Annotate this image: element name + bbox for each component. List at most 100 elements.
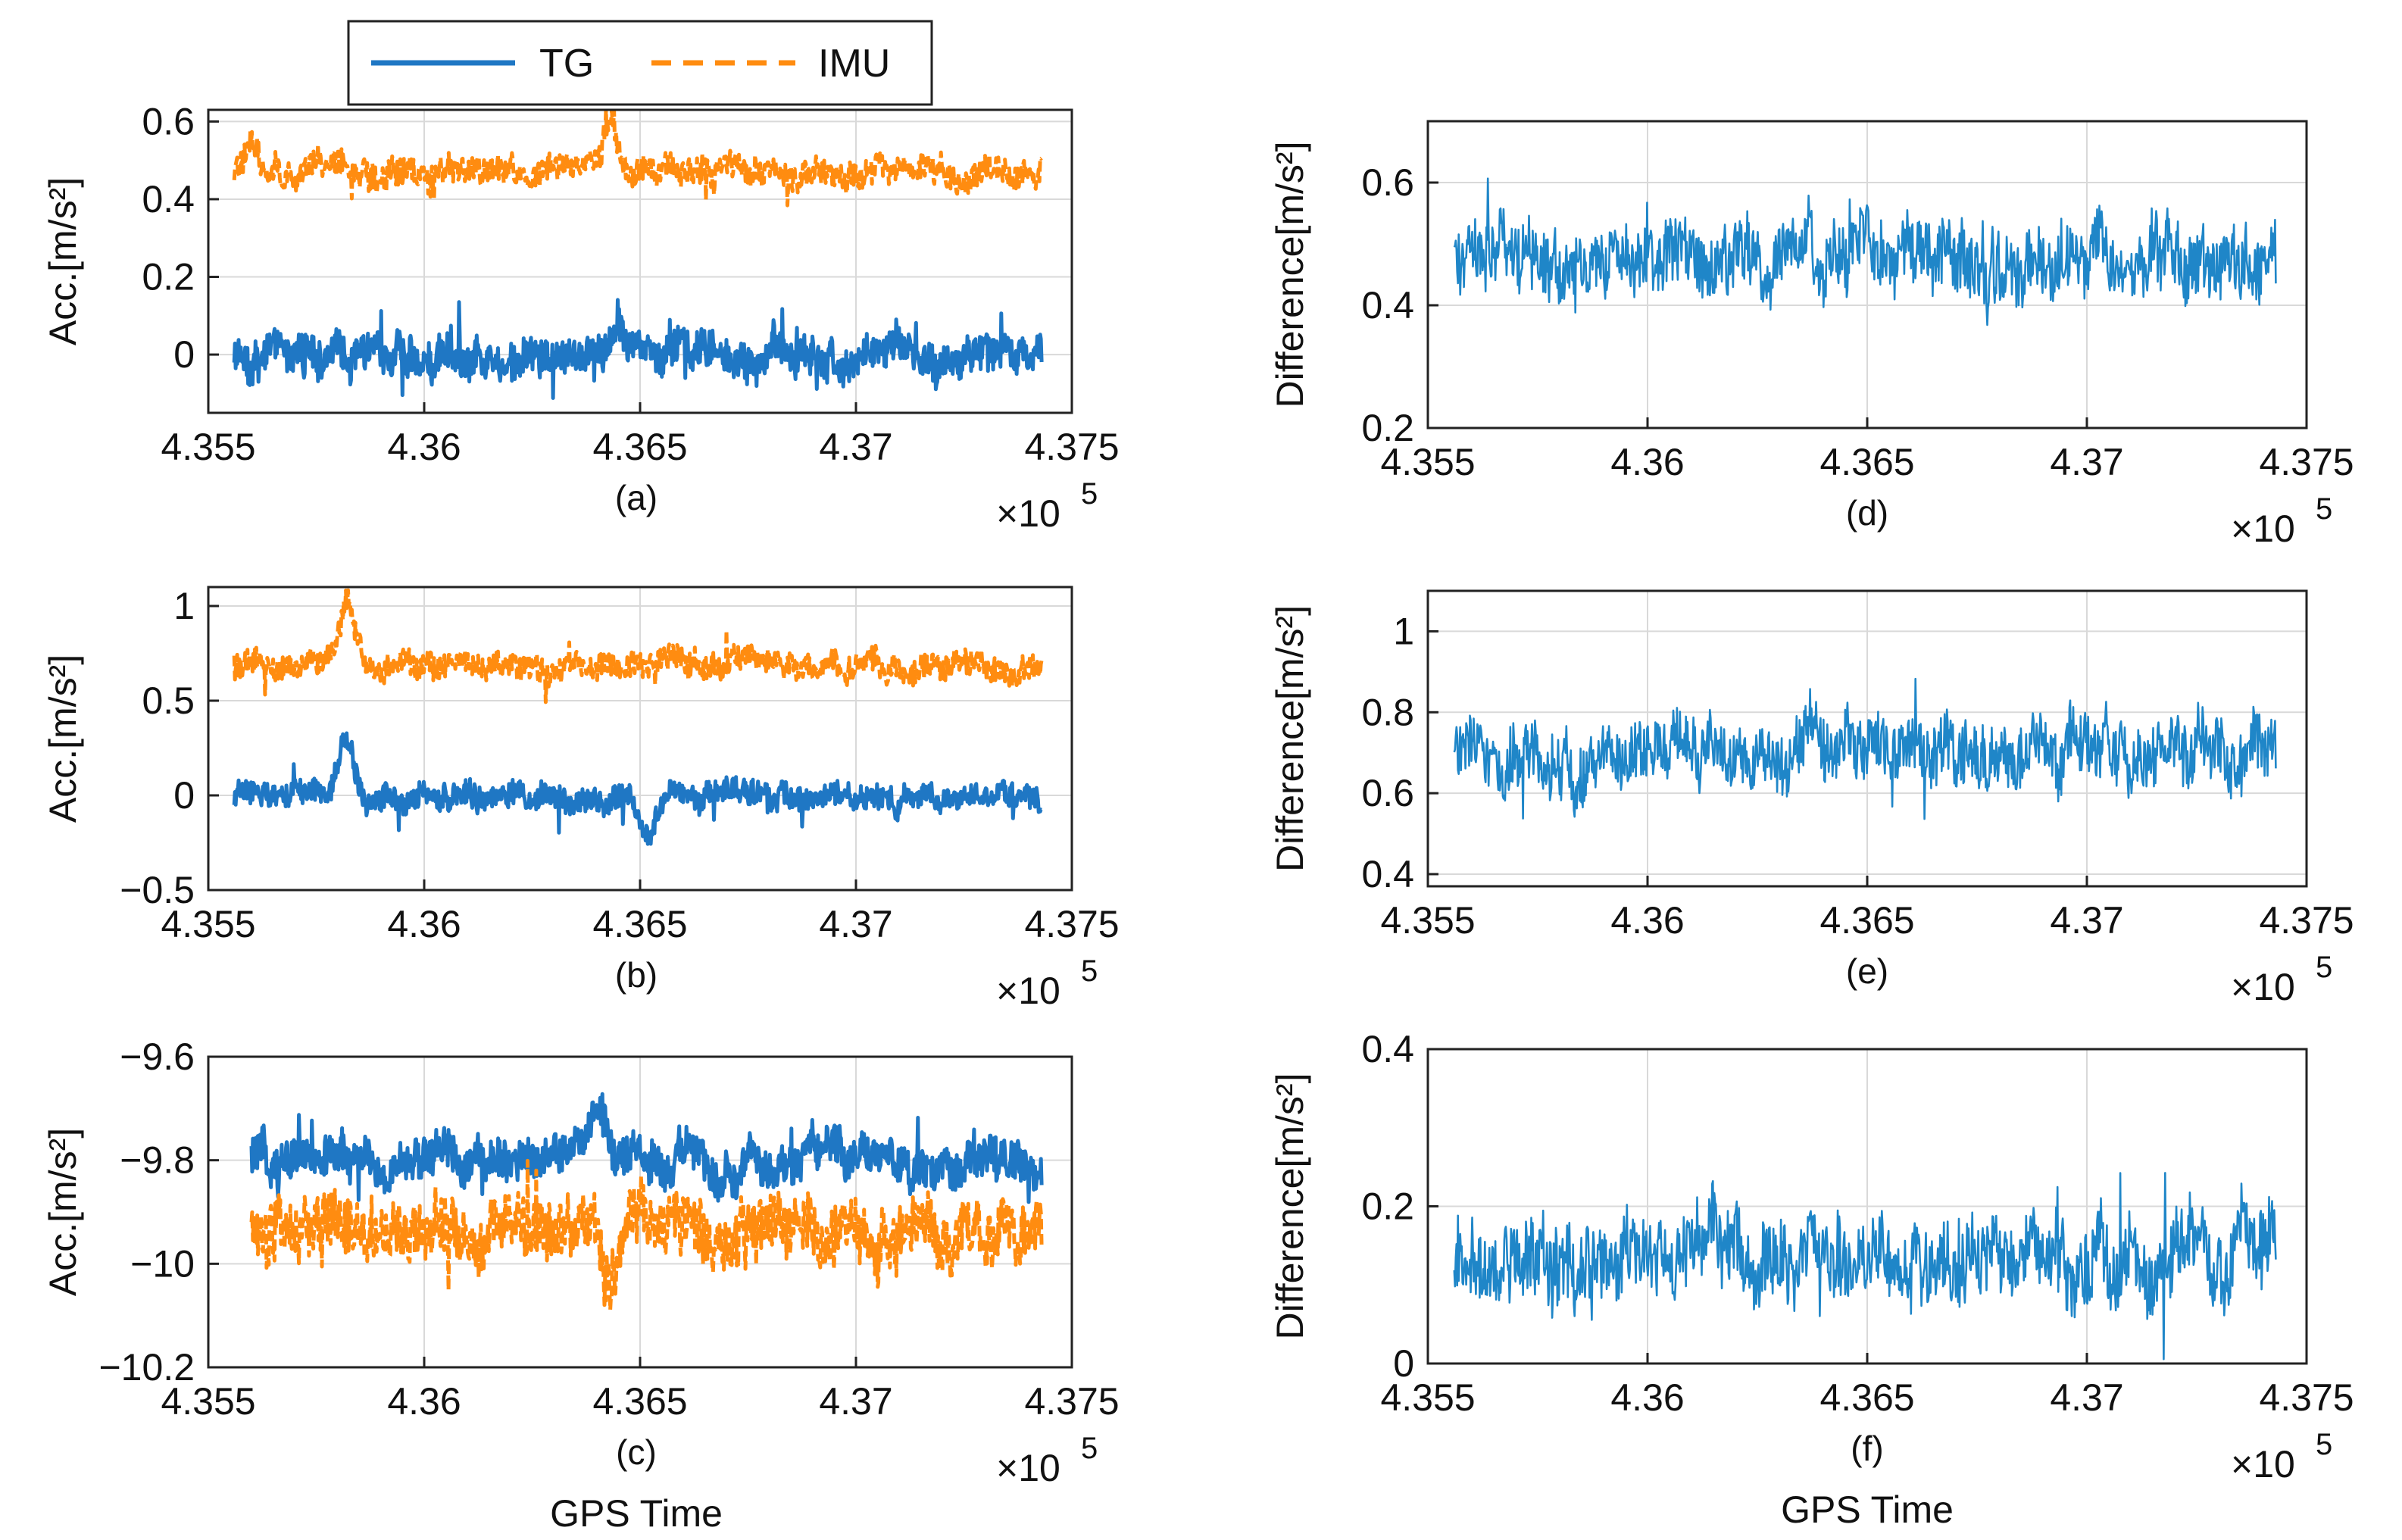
xtick-label-a-2: 4.365 <box>592 426 687 468</box>
legend: TG IMU <box>347 20 933 106</box>
ytick-label-c-2: −9.8 <box>120 1139 195 1182</box>
series-group-b <box>232 588 1044 846</box>
xtick-label-e-2: 4.365 <box>1819 899 1914 942</box>
xlabel-c: GPS Time <box>550 1492 723 1535</box>
xtick-label-b-3: 4.37 <box>819 903 892 945</box>
xtick-label-f-2: 4.365 <box>1819 1376 1914 1419</box>
xtick-label-a-1: 4.36 <box>387 426 461 468</box>
x-multiplier-d: ×10 <box>2231 508 2295 550</box>
x-exponent-d: 5 <box>2316 492 2332 526</box>
xtick-label-d-0: 4.355 <box>1380 441 1475 483</box>
x-multiplier-b: ×10 <box>996 970 1060 1012</box>
xtick-label-d-4: 4.375 <box>2259 441 2354 483</box>
panel-f: 4.355 4.36 4.365 4.37 4.375 0 0.2 0.4 Difference… <box>1269 1028 2354 1531</box>
xtick-label-c-3: 4.37 <box>819 1380 892 1423</box>
ytick-label-f-2: 0.4 <box>1361 1028 1414 1070</box>
series-c-tg <box>249 1092 1044 1204</box>
panel-d: 4.355 4.36 4.365 4.37 4.375 0.2 0.4 0.6 Differen… <box>1269 120 2354 550</box>
caption-b: (b) <box>615 955 658 995</box>
xtick-label-f-0: 4.355 <box>1380 1376 1475 1419</box>
ylabel-d: Difference[m/s²] <box>1269 142 1311 408</box>
xlabel-f: GPS Time <box>1781 1488 1954 1531</box>
ytick-label-e-1: 0.6 <box>1361 772 1414 814</box>
ytick-label-b-2: 0.5 <box>142 679 195 722</box>
x-exponent-b: 5 <box>1081 954 1098 988</box>
xtick-label-b-0: 4.355 <box>161 903 255 945</box>
xtick-label-b-2: 4.365 <box>592 903 687 945</box>
xtick-label-b-4: 4.375 <box>1024 903 1119 945</box>
ytick-label-a-1: 0.2 <box>142 256 195 298</box>
ytick-label-e-0: 0.4 <box>1361 853 1414 895</box>
xtick-label-c-4: 4.375 <box>1024 1380 1119 1423</box>
xtick-label-d-2: 4.365 <box>1819 441 1914 483</box>
series-group-a <box>232 110 1044 400</box>
ytick-label-a-2: 0.4 <box>142 178 195 220</box>
ytick-label-e-2: 0.8 <box>1361 691 1414 733</box>
series-d-difference <box>1453 177 2277 326</box>
ylabel-b: Acc.[m/s²] <box>42 654 84 823</box>
ytick-label-b-3: 1 <box>173 585 195 627</box>
xtick-label-d-1: 4.36 <box>1610 441 1684 483</box>
series-e-difference <box>1453 677 2277 820</box>
series-group-c <box>249 1092 1044 1312</box>
xtick-label-f-4: 4.375 <box>2259 1376 2354 1419</box>
caption-d: (d) <box>1846 493 1888 533</box>
ytick-label-f-0: 0 <box>1393 1342 1414 1385</box>
x-exponent-c: 5 <box>1081 1432 1098 1465</box>
ytick-label-a-3: 0.6 <box>142 100 195 142</box>
x-multiplier-f: ×10 <box>2231 1443 2295 1485</box>
series-group-e <box>1453 677 2277 820</box>
x-multiplier-a: ×10 <box>996 492 1060 535</box>
xtick-label-e-3: 4.37 <box>2050 899 2123 942</box>
ytick-label-b-1: 0 <box>173 774 195 817</box>
ylabel-f: Difference[m/s²] <box>1269 1073 1311 1340</box>
xtick-label-e-4: 4.375 <box>2259 899 2354 942</box>
x-exponent-a: 5 <box>1081 477 1098 511</box>
series-a-imu <box>232 110 1043 208</box>
xtick-label-c-2: 4.365 <box>592 1380 687 1423</box>
x-exponent-f: 5 <box>2316 1428 2332 1461</box>
ytick-label-e-3: 1 <box>1393 610 1414 652</box>
series-b-tg <box>232 731 1043 846</box>
ytick-label-d-1: 0.4 <box>1361 284 1414 326</box>
xtick-label-d-3: 4.37 <box>2050 441 2123 483</box>
ytick-label-c-0: −10.2 <box>98 1346 195 1388</box>
ylabel-e: Difference[m/s²] <box>1269 605 1311 872</box>
ytick-label-f-1: 0.2 <box>1361 1185 1414 1228</box>
panel-a: 4.355 4.36 4.365 4.37 4.375 0 0.2 0.4 0.6 Acc.[m/… <box>42 100 1120 535</box>
ytick-label-d-0: 0.2 <box>1361 407 1414 449</box>
xtick-label-e-1: 4.36 <box>1610 899 1684 942</box>
x-multiplier-e: ×10 <box>2231 966 2295 1008</box>
ytick-label-a-0: 0 <box>173 333 195 376</box>
xtick-label-e-0: 4.355 <box>1380 899 1475 942</box>
xtick-label-b-1: 4.36 <box>387 903 461 945</box>
xtick-label-f-3: 4.37 <box>2050 1376 2123 1419</box>
ytick-label-c-3: −9.6 <box>120 1036 195 1078</box>
xtick-label-a-4: 4.375 <box>1024 426 1119 468</box>
panels: 4.355 4.36 4.365 4.37 4.37500.20.40.6Acc.[m/… <box>42 100 2354 1535</box>
xtick-label-a-0: 4.355 <box>161 426 255 468</box>
xtick-label-c-0: 4.355 <box>161 1380 255 1423</box>
ylabel-c: Acc.[m/s²] <box>42 1128 84 1296</box>
xtick-label-c-1: 4.36 <box>387 1380 461 1423</box>
series-c-imu <box>249 1158 1044 1312</box>
series-b-imu <box>232 588 1044 704</box>
panel-b: 4.355 4.36 4.365 4.37 4.375 −0.5 0 0.5 1 Acc.[m/s… <box>42 585 1120 1012</box>
series-f-difference <box>1453 1172 2277 1360</box>
series-group-d <box>1453 177 2277 326</box>
caption-a: (a) <box>615 478 658 517</box>
ytick-label-b-0: −0.5 <box>120 869 195 911</box>
panel-c: 4.355 4.36 4.365 4.37 4.375 −10.2 −10 −9.8 −9.6 A… <box>42 1036 1120 1535</box>
xtick-label-f-1: 4.36 <box>1610 1376 1684 1419</box>
series-a-tg <box>232 298 1044 400</box>
xtick-label-a-3: 4.37 <box>819 426 892 468</box>
legend-imu-label: IMU <box>818 42 890 86</box>
caption-e: (e) <box>1846 951 1888 991</box>
x-multiplier-c: ×10 <box>996 1447 1060 1489</box>
ytick-label-d-2: 0.6 <box>1361 161 1414 204</box>
x-exponent-e: 5 <box>2316 951 2332 984</box>
ylabel-a: Acc.[m/s²] <box>42 177 84 345</box>
caption-c: (c) <box>616 1432 657 1472</box>
caption-f: (f) <box>1851 1429 1883 1468</box>
